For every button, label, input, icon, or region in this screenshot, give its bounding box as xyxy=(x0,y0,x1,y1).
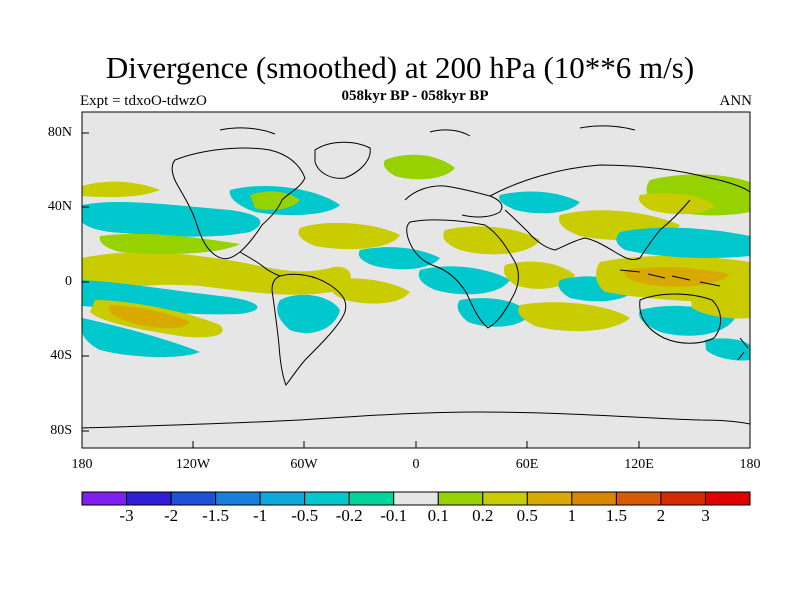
negative-patch-tropical-atlantic xyxy=(358,247,440,270)
colorbar-box xyxy=(704,491,751,506)
colorbar-label: -0.1 xyxy=(380,506,408,525)
lat-label-equator: 0 xyxy=(65,274,72,289)
negative-patch-southeast-pacific xyxy=(82,318,200,358)
lon-label-180e: 180 xyxy=(739,457,761,472)
lon-label-60e: 60E xyxy=(515,457,539,472)
experiment-label: Expt = tdxoO-tdwzO xyxy=(80,93,207,109)
colorbar-box xyxy=(437,491,484,506)
negative-patch-eurasia xyxy=(499,191,580,214)
colorbar-box xyxy=(615,491,662,506)
colorbar-box xyxy=(81,491,128,506)
coast-arctic-islands xyxy=(219,125,636,137)
colorbar-label: -0.2 xyxy=(335,506,363,525)
colorbar-box xyxy=(304,491,350,506)
lon-label-120e: 120E xyxy=(624,457,654,472)
coast-north-america xyxy=(171,147,306,260)
colorbar-box xyxy=(482,491,528,506)
positive-patch-north-pacific xyxy=(82,181,160,198)
coast-maritime-islands xyxy=(619,269,721,287)
colorbar-label: 0.1 xyxy=(427,506,449,525)
colorbar-label: 1.5 xyxy=(605,506,628,525)
colorbar-box xyxy=(170,491,217,506)
positive-patch-greenland xyxy=(250,191,300,210)
colorbar-box xyxy=(660,491,706,506)
positive-patch-south-indian xyxy=(518,302,630,332)
lon-label-120w: 120W xyxy=(175,457,211,472)
colorbar-label: -3 xyxy=(119,506,134,525)
coast-asia xyxy=(489,164,750,261)
map-title: Divergence (smoothed) at 200 hPa (10**6 … xyxy=(105,50,695,85)
lat-label-80s: 80S xyxy=(50,423,72,438)
axis-ticks xyxy=(81,132,751,448)
coast-australia xyxy=(639,293,721,344)
colorbar-box xyxy=(126,491,172,506)
negative-patch-south-america xyxy=(277,294,340,334)
coast-south-america xyxy=(271,273,347,386)
colorbar-label: 3 xyxy=(701,506,710,525)
lat-label-80n: 80N xyxy=(47,125,72,140)
lat-label-40n: 40N xyxy=(47,199,72,214)
colorbar-box xyxy=(571,491,617,506)
negative-band-pacific-north xyxy=(82,202,261,237)
positive-patch-north-atlantic-high xyxy=(383,154,455,180)
colorbar-box xyxy=(215,491,261,506)
coastlines xyxy=(82,125,750,429)
divergence-contours xyxy=(82,154,750,361)
lat-label-40s: 40S xyxy=(50,348,72,363)
positive-patch-east-africa xyxy=(503,261,575,289)
positive-core-south-pacific xyxy=(108,305,190,329)
colorbar-label: 1 xyxy=(567,506,577,525)
coast-greenland xyxy=(314,141,371,179)
negative-patch-central-africa xyxy=(418,266,510,295)
season-label: ANN xyxy=(719,93,753,109)
colorbar-label: -0.5 xyxy=(291,506,319,525)
map-subtitle: 058kyr BP - 058kyr BP xyxy=(341,88,489,104)
negative-patch-subpolar-south xyxy=(705,338,750,361)
colorbar-label: 0.2 xyxy=(472,506,494,525)
colorbar-box xyxy=(393,491,439,506)
colorbar-label: -1 xyxy=(253,506,268,525)
positive-patch-south-atlantic xyxy=(328,278,410,304)
negative-patch-southern-africa xyxy=(457,298,530,327)
colorbar-label: 0.5 xyxy=(516,506,538,525)
negative-patch-west-pacific-north xyxy=(616,227,750,258)
positive-patch-subtropical-pacific xyxy=(99,233,240,254)
lon-label-60w: 60W xyxy=(290,457,318,472)
lon-label-0: 0 xyxy=(412,457,420,472)
coast-new-zealand xyxy=(737,337,749,361)
colorbar-label: -1.5 xyxy=(202,506,230,525)
positive-patch-east-asia xyxy=(638,193,715,215)
lon-label-180w: 180 xyxy=(71,457,93,472)
colorbar-box xyxy=(259,491,306,506)
positive-patch-atlantic-midlat xyxy=(298,222,400,250)
colorbar-box xyxy=(348,491,395,506)
coast-central-america xyxy=(239,251,281,277)
coast-antarctica xyxy=(82,411,750,429)
positive-band-tropics-pacific xyxy=(82,252,351,295)
positive-patch-south-west-pacific xyxy=(690,287,750,319)
colorbar xyxy=(81,491,751,506)
coast-africa xyxy=(406,219,519,329)
colorbar-label: -2 xyxy=(164,506,179,525)
colorbar-box xyxy=(526,491,573,506)
colorbar-label: 2 xyxy=(656,506,666,525)
positive-patch-north-africa xyxy=(443,226,540,255)
